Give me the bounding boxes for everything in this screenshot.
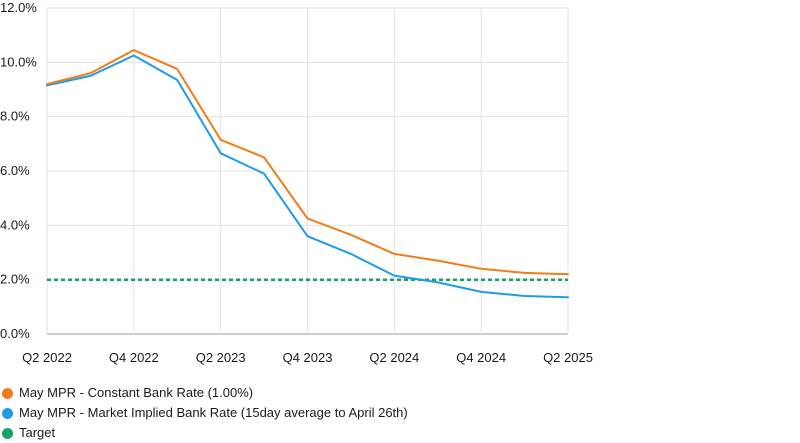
legend-item-market-implied-rate: May MPR - Market Implied Bank Rate (15da… — [2, 403, 408, 423]
grid-lines — [46, 7, 569, 335]
y-axis-ticks: 12.0% 10.0% 8.0% 6.0% 4.0% 2.0% 0.0% — [0, 0, 37, 341]
series-line-market — [46, 54, 569, 299]
x-tick-label: Q2 2024 — [369, 350, 419, 365]
legend-swatch-green — [2, 427, 13, 439]
x-tick-label: Q2 2022 — [22, 350, 72, 365]
x-tick-label: Q2 2025 — [543, 350, 593, 365]
x-tick-label: Q4 2022 — [109, 350, 159, 365]
chart-legend: May MPR - Constant Bank Rate (1.00%) May… — [2, 383, 408, 443]
legend-item-target: Target — [2, 423, 408, 443]
legend-swatch-blue — [2, 407, 13, 419]
y-tick-label: 6.0% — [0, 163, 30, 178]
x-tick-label: Q4 2023 — [283, 350, 333, 365]
legend-item-constant-bank-rate: May MPR - Constant Bank Rate (1.00%) — [2, 383, 408, 403]
legend-label: May MPR - Constant Bank Rate (1.00%) — [19, 385, 254, 400]
y-tick-label: 12.0% — [0, 0, 37, 15]
x-tick-label: Q4 2024 — [456, 350, 506, 365]
y-tick-label: 8.0% — [0, 109, 30, 124]
legend-swatch-orange — [2, 387, 13, 399]
x-tick-label: Q2 2023 — [196, 350, 246, 365]
legend-label: May MPR - Market Implied Bank Rate (15da… — [19, 405, 408, 420]
y-tick-label: 4.0% — [0, 217, 30, 232]
y-tick-label: 10.0% — [0, 54, 37, 69]
y-tick-label: 2.0% — [0, 272, 30, 287]
series-lines — [46, 49, 569, 299]
legend-label: Target — [19, 425, 56, 440]
y-tick-label: 0.0% — [0, 326, 30, 341]
series-line-constant — [46, 49, 569, 276]
x-axis-ticks: Q2 2022 Q4 2022 Q2 2023 Q4 2023 Q2 2024 Q4 20… — [22, 350, 593, 365]
